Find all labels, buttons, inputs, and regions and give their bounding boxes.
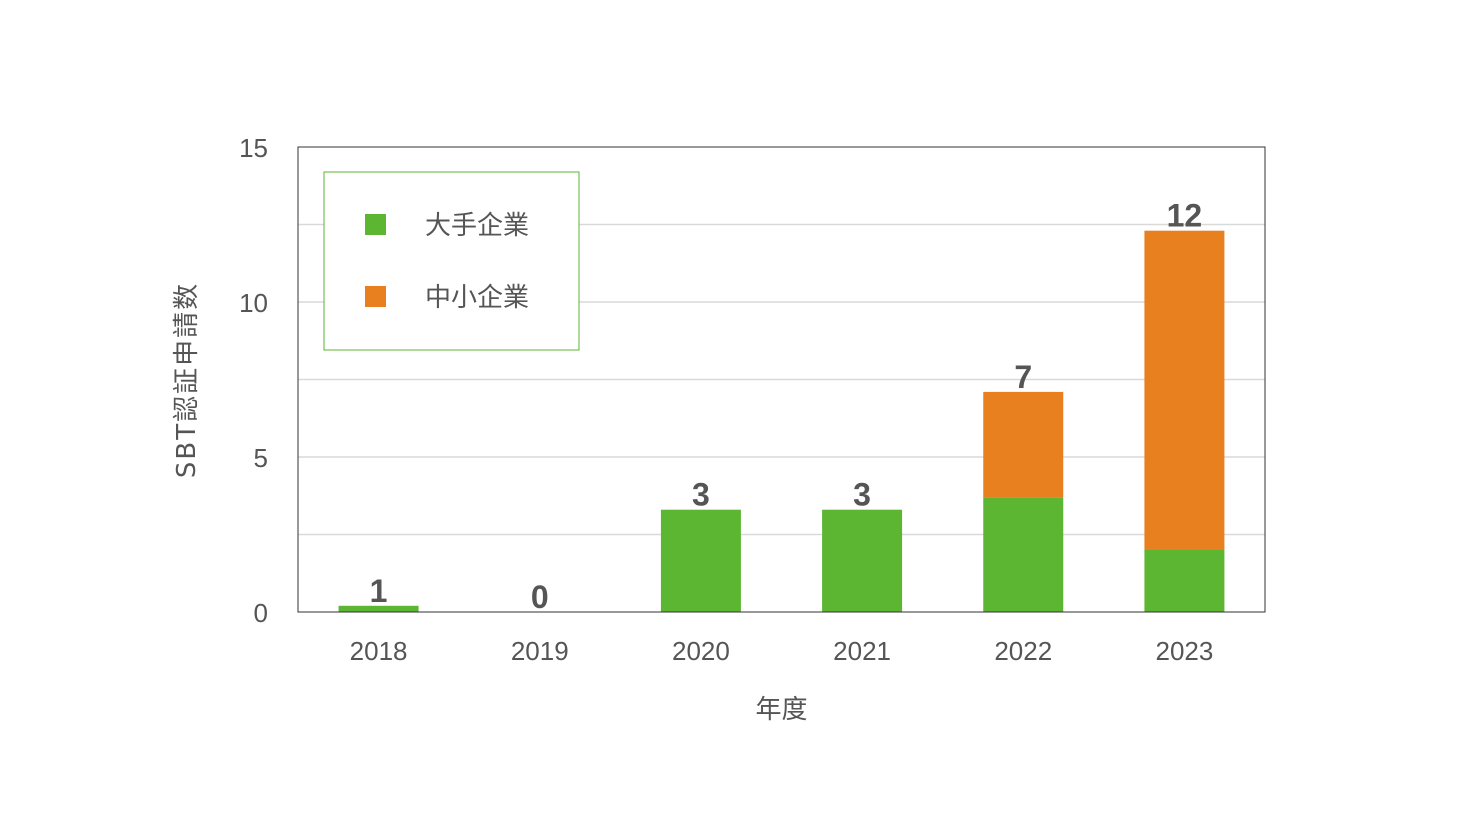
total-label: 0 (531, 579, 549, 615)
x-tick-label: 2021 (833, 636, 891, 666)
bar-segment-large-company (1144, 550, 1225, 612)
bar-segment-large-company (660, 509, 741, 612)
y-axis-title: SBT認証申請数 (172, 282, 202, 478)
x-tick-label: 2019 (511, 636, 569, 666)
plot-frame (297, 146, 1266, 613)
x-tick-label: 2020 (672, 636, 730, 666)
total-label: 1 (370, 573, 388, 609)
total-label: 12 (1167, 198, 1203, 234)
bars (338, 230, 1225, 612)
x-tick-label: 2022 (994, 636, 1052, 666)
total-labels: 1 0 3 3 7 12 (370, 198, 1203, 615)
x-tick-label: 2023 (1155, 636, 1213, 666)
legend-label: 中小企業 (425, 283, 529, 313)
bar-segment-large-company (822, 509, 903, 612)
y-tick-label: 15 (239, 133, 268, 163)
legend-box (323, 171, 580, 351)
x-tick-labels: 2018 2019 2020 2021 2022 2023 (350, 636, 1214, 666)
total-label: 3 (853, 477, 871, 513)
legend-swatch (365, 286, 386, 307)
bar-segment-sme (1144, 230, 1225, 550)
y-tick-labels: 0 5 10 15 (239, 133, 268, 628)
y-tick-label: 0 (254, 598, 268, 628)
legend-label: 大手企業 (425, 211, 529, 241)
total-label: 7 (1014, 359, 1032, 395)
x-tick-label: 2018 (350, 636, 408, 666)
y-tick-label: 10 (239, 288, 268, 318)
x-axis-title: 年度 (755, 695, 807, 725)
legend-swatch (365, 214, 386, 235)
bar-segment-large-company (983, 497, 1064, 612)
y-tick-label: 5 (254, 443, 268, 473)
bar-segment-sme (983, 391, 1064, 498)
total-label: 3 (692, 477, 710, 513)
bar-segment-large-company (338, 605, 419, 612)
